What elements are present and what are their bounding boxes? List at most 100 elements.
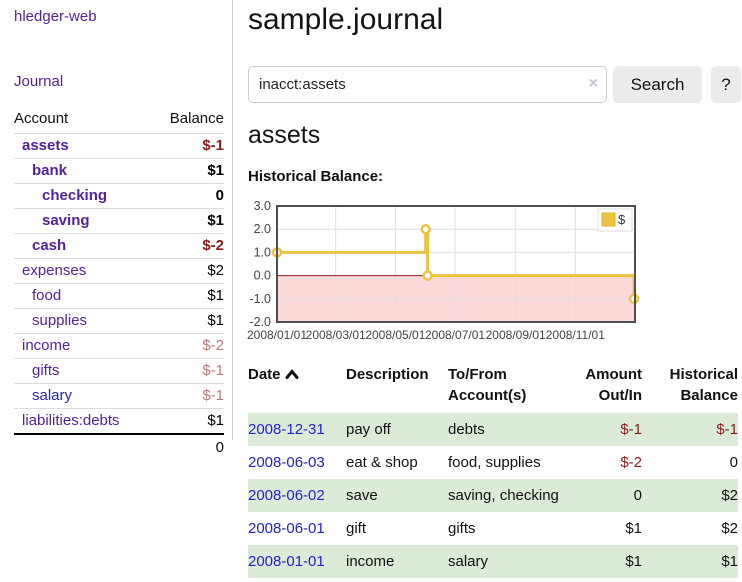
transaction-date-link[interactable]: 2008-06-03 <box>248 454 325 471</box>
sidebar-journal-link[interactable]: Journal <box>14 73 64 90</box>
transaction-description: pay off <box>346 413 448 446</box>
account-link[interactable]: liabilities:debts <box>22 412 120 429</box>
account-row: assets $-1 <box>14 133 224 159</box>
transaction-row: 2008-01-01 income salary $1 $1 <box>248 545 738 578</box>
main-content: sample.journal × Search? assets Historic… <box>247 0 742 582</box>
account-link[interactable]: salary <box>32 387 73 404</box>
account-link[interactable]: food <box>32 287 62 304</box>
account-row: expenses $2 <box>14 258 224 284</box>
register-header-balance: Historical Balance <box>669 366 738 404</box>
register-header-description: Description <box>346 366 429 383</box>
account-link[interactable]: checking <box>42 187 108 204</box>
account-row: bank $1 <box>14 158 224 184</box>
chart-canvas: $3.0 2.0 1.0 0.0 -1.0 -2.02008/01/012008/03/0… <box>247 199 640 342</box>
svg-text:2008/03/01: 2008/03/01 <box>306 328 366 342</box>
account-row: supplies $1 <box>14 308 224 334</box>
account-link[interactable]: bank <box>32 162 68 179</box>
svg-text:3.0: 3.0 <box>254 199 271 213</box>
account-link[interactable]: cash <box>32 237 67 254</box>
transaction-date-link[interactable]: 2008-12-31 <box>248 421 325 438</box>
transaction-balance: $-1 <box>642 413 738 446</box>
account-link[interactable]: gifts <box>32 362 60 379</box>
register-header-date: Date <box>248 360 346 413</box>
transaction-description: save <box>346 479 448 512</box>
transaction-row: 2008-06-03 eat & shop food, supplies $-2… <box>248 446 738 479</box>
search-button[interactable]: Search <box>613 66 702 103</box>
account-balance: $-1 <box>152 133 224 159</box>
accounts-header-row: Account Balance <box>14 107 224 134</box>
transaction-balance: $2 <box>642 479 738 512</box>
register-header-row: Date Description To/From Account(s) Amou… <box>248 360 738 413</box>
account-balance: $-2 <box>152 333 224 359</box>
account-link[interactable]: assets <box>22 137 69 154</box>
transaction-amount: 0 <box>566 479 642 512</box>
chart-label: Historical Balance: <box>248 168 384 185</box>
transaction-description: eat & shop <box>346 454 418 471</box>
transaction-accounts: debts <box>448 413 566 446</box>
account-link[interactable]: income <box>22 337 71 354</box>
help-button[interactable]: ? <box>711 66 741 103</box>
svg-text:1.0: 1.0 <box>254 245 271 259</box>
account-balance: 0 <box>152 183 224 209</box>
transaction-amount: $1 <box>566 545 642 578</box>
account-balance: $1 <box>152 208 224 234</box>
svg-text:-1.0: -1.0 <box>249 292 271 306</box>
transaction-description: income <box>346 545 448 578</box>
transaction-row: 2008-12-31 pay off debts $-1 $-1 <box>248 413 738 446</box>
sidebar: hledger-web Journal Account Balance asse… <box>0 0 233 461</box>
transaction-balance: 0 <box>729 454 738 471</box>
accounts-total-row: 0 <box>14 433 224 461</box>
transaction-accounts: salary <box>448 545 566 578</box>
account-row: checking 0 <box>14 183 224 209</box>
register-header-accounts: To/From Account(s) <box>448 366 527 404</box>
accounts-total-balance: 0 <box>152 433 224 461</box>
transaction-date-link[interactable]: 2008-06-02 <box>248 487 325 504</box>
svg-text:-2.0: -2.0 <box>249 315 271 329</box>
account-link[interactable]: saving <box>42 212 90 229</box>
page-title: sample.journal <box>248 3 444 36</box>
clear-search-icon[interactable]: × <box>588 75 598 92</box>
transaction-date-link[interactable]: 2008-06-01 <box>248 520 325 537</box>
transaction-accounts: gifts <box>448 520 476 537</box>
account-balance: $1 <box>152 283 224 309</box>
svg-text:2008/07/01: 2008/07/01 <box>425 328 485 342</box>
svg-text:2008/05/01: 2008/05/01 <box>365 328 425 342</box>
sort-ascending-icon <box>285 364 299 385</box>
svg-text:0.0: 0.0 <box>254 269 271 283</box>
app-title-link[interactable]: hledger-web <box>14 8 97 25</box>
account-balance: $-1 <box>152 383 224 409</box>
account-row: cash $-2 <box>14 233 224 259</box>
transaction-amount: $1 <box>625 520 642 537</box>
transaction-balance: $1 <box>642 545 738 578</box>
accounts-table: Account Balance assets $-1 bank $1 <box>14 107 224 461</box>
account-balance: $2 <box>152 258 224 284</box>
transaction-accounts: saving, checking <box>448 479 566 512</box>
account-balance: $1 <box>152 408 224 434</box>
transaction-amount: $-1 <box>566 413 642 446</box>
account-heading: assets <box>248 121 321 149</box>
account-row: liabilities:debts $1 <box>14 408 224 434</box>
account-row: gifts $-1 <box>14 358 224 384</box>
svg-text:$: $ <box>618 212 626 227</box>
transaction-balance: $2 <box>721 520 738 537</box>
account-balance: $-2 <box>152 233 224 259</box>
transaction-row: 2008-06-02 save saving, checking 0 $2 <box>248 479 738 512</box>
account-link[interactable]: supplies <box>32 312 88 329</box>
transaction-date-link[interactable]: 2008-01-01 <box>248 553 325 570</box>
account-row: income $-2 <box>14 333 224 359</box>
search-input[interactable] <box>248 66 607 103</box>
transaction-accounts: food, supplies <box>448 454 541 471</box>
account-row: food $1 <box>14 283 224 309</box>
transaction-description: gift <box>346 520 367 537</box>
account-balance: $1 <box>152 308 224 334</box>
svg-text:2008/09/01: 2008/09/01 <box>486 328 546 342</box>
account-row: salary $-1 <box>14 383 224 409</box>
sort-by-date-link[interactable]: Date <box>248 366 299 383</box>
register-header-amount: Amount Out/In <box>585 366 642 404</box>
svg-text:2.0: 2.0 <box>254 222 271 236</box>
account-link[interactable]: expenses <box>22 262 87 279</box>
accounts-header-account: Account <box>14 110 69 127</box>
account-row: saving $1 <box>14 208 224 234</box>
account-balance: $1 <box>152 158 224 184</box>
historical-balance-chart[interactable]: $3.0 2.0 1.0 0.0 -1.0 -2.0 2008/01/01 2008/03/0… <box>240 198 642 346</box>
